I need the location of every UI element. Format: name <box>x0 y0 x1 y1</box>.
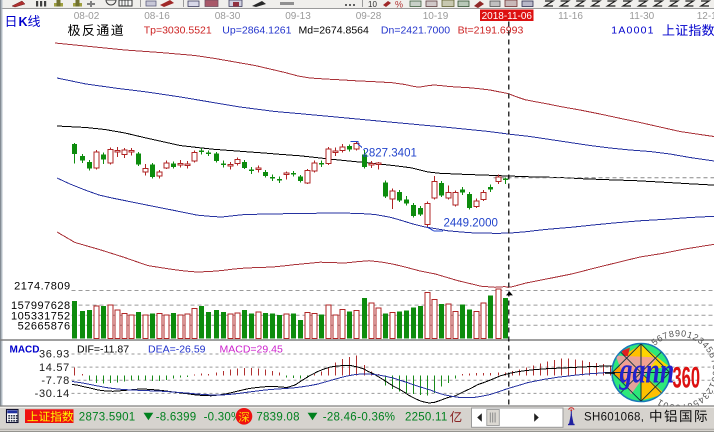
svg-text:2018-11-06: 2018-11-06 <box>482 11 533 22</box>
svg-text:Up=2864.1261: Up=2864.1261 <box>222 25 291 37</box>
svg-text:7: 7 <box>661 330 669 341</box>
svg-text:105331752: 105331752 <box>11 310 71 322</box>
svg-text:-8.6399: -8.6399 <box>156 411 197 423</box>
svg-text:2174.7809: 2174.7809 <box>14 280 71 292</box>
svg-text:36.93: 36.93 <box>39 349 70 361</box>
svg-text:2: 2 <box>704 386 714 396</box>
svg-text:4: 4 <box>696 395 706 406</box>
svg-text:-0.36%: -0.36% <box>357 411 395 423</box>
svg-text:-30.14: -30.14 <box>35 388 70 400</box>
svg-text:4: 4 <box>700 340 711 351</box>
svg-text:08-30: 08-30 <box>215 11 241 22</box>
svg-text:%: % <box>395 0 403 10</box>
svg-text:-7.78: -7.78 <box>41 375 70 387</box>
svg-text:0: 0 <box>709 376 714 383</box>
svg-text:360: 360 <box>673 362 701 395</box>
svg-text:6: 6 <box>655 333 664 344</box>
svg-text:2: 2 <box>691 332 700 343</box>
svg-text:1: 1 <box>655 397 664 408</box>
svg-text:08-02: 08-02 <box>74 11 100 22</box>
svg-text:6: 6 <box>707 351 714 360</box>
svg-text:-28.46: -28.46 <box>323 411 357 423</box>
svg-text:3: 3 <box>696 335 706 346</box>
svg-text:MACD=29.45: MACD=29.45 <box>220 344 283 356</box>
svg-text:DEA=-26.59: DEA=-26.59 <box>148 344 206 356</box>
svg-text:5: 5 <box>649 337 659 348</box>
svg-text:Md=2674.8564: Md=2674.8564 <box>299 25 370 37</box>
svg-text:5: 5 <box>691 398 700 409</box>
svg-text:9: 9 <box>711 371 714 377</box>
svg-text:8: 8 <box>711 364 714 370</box>
svg-text:K: K <box>19 15 28 29</box>
svg-text:11-16: 11-16 <box>558 11 583 22</box>
svg-text:-0.30%: -0.30% <box>204 411 242 423</box>
svg-text:1: 1 <box>686 330 694 341</box>
svg-text:10-19: 10-19 <box>423 11 449 22</box>
svg-text:0: 0 <box>681 328 687 339</box>
svg-text:14.57: 14.57 <box>39 362 70 374</box>
svg-text:09-28: 09-28 <box>356 11 382 22</box>
svg-text:7839.08: 7839.08 <box>256 411 299 423</box>
svg-text:2449.2000: 2449.2000 <box>444 218 498 230</box>
svg-text:1: 1 <box>707 381 714 390</box>
svg-text:gann: gann <box>619 350 675 390</box>
svg-text:9: 9 <box>675 328 680 338</box>
svg-text:10: 10 <box>368 0 377 9</box>
svg-text:2873.5901: 2873.5901 <box>79 411 136 423</box>
svg-text:DIF=-11.87: DIF=-11.87 <box>77 344 129 356</box>
svg-text:52665876: 52665876 <box>18 320 71 332</box>
svg-text:Tp=3030.5521: Tp=3030.5521 <box>144 25 212 37</box>
svg-text:7: 7 <box>709 357 714 364</box>
svg-text:3: 3 <box>701 391 712 401</box>
svg-text:11-30: 11-30 <box>629 11 654 22</box>
svg-text:08-16: 08-16 <box>144 11 170 22</box>
svg-text:Bt=2191.6993: Bt=2191.6993 <box>458 25 524 37</box>
svg-text:5: 5 <box>704 345 714 355</box>
svg-text:12-14: 12-14 <box>697 11 714 22</box>
svg-text:8: 8 <box>668 329 675 340</box>
svg-text:MACD: MACD <box>10 345 40 356</box>
svg-text:2250.11: 2250.11 <box>405 411 447 423</box>
svg-text:09-13: 09-13 <box>285 11 311 22</box>
svg-text:1A0001: 1A0001 <box>611 25 654 37</box>
svg-text:157997628: 157997628 <box>11 300 71 312</box>
svg-text:SH601068,: SH601068, <box>584 412 644 424</box>
svg-text:Dn=2421.7000: Dn=2421.7000 <box>381 25 450 37</box>
svg-text:2827.3401: 2827.3401 <box>363 148 417 160</box>
